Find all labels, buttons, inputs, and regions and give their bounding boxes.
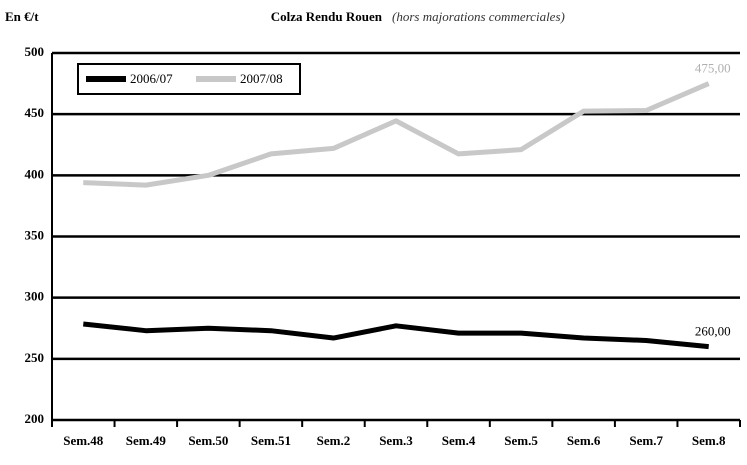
y-axis-label: En €/t [5, 9, 39, 24]
data-label: 475,00 [695, 61, 731, 76]
x-tick-label: Sem.7 [629, 433, 663, 448]
y-tick-label: 500 [25, 44, 45, 59]
y-tick-label: 400 [25, 166, 45, 181]
series-line [83, 81, 710, 188]
x-tick-label: Sem.5 [504, 433, 538, 448]
x-tick-label: Sem.3 [379, 433, 413, 448]
x-tick-label: Sem.6 [567, 433, 601, 448]
chart-title: Colza Rendu Rouen [271, 9, 383, 24]
series-line [83, 321, 709, 350]
y-tick-label: 350 [25, 227, 45, 242]
x-tick-label: Sem.51 [251, 433, 291, 448]
y-tick-label: 300 [25, 289, 45, 304]
x-tick-label: Sem.4 [442, 433, 476, 448]
x-tick-label: Sem.50 [188, 433, 228, 448]
x-tick-label: Sem.8 [692, 433, 726, 448]
data-label: 260,00 [695, 324, 731, 339]
legend-label: 2006/07 [130, 71, 173, 86]
y-tick-label: 250 [25, 350, 45, 365]
y-tick-label: 450 [25, 105, 45, 120]
x-tick-label: Sem.48 [63, 433, 104, 448]
y-tick-label: 200 [25, 411, 45, 426]
legend-label: 2007/08 [240, 71, 283, 86]
x-tick-label: Sem.49 [126, 433, 167, 448]
x-tick-label: Sem.2 [317, 433, 351, 448]
chart-subtitle: (hors majorations commerciales) [392, 9, 565, 24]
